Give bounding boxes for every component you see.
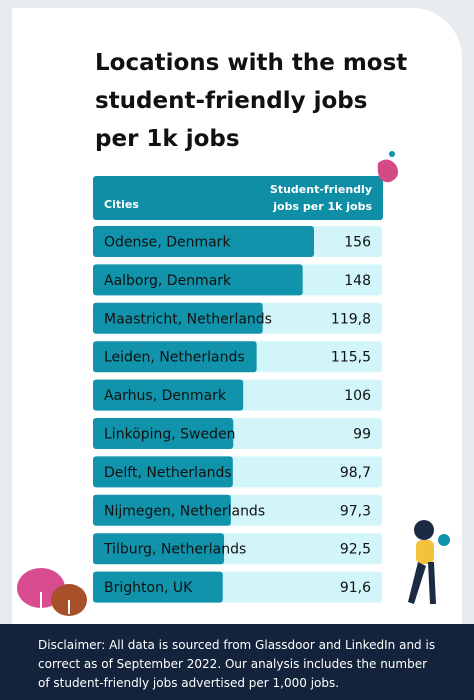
- category-label: Odense, Denmark: [104, 235, 231, 251]
- value-label: 106: [344, 388, 371, 404]
- column-header: Student-friendly jobs per 1k jobs: [269, 183, 372, 213]
- value-label: 148: [344, 273, 371, 289]
- bar: [93, 418, 234, 449]
- bar: [93, 456, 233, 488]
- chart-title: Locations with the most student-friendly…: [95, 50, 408, 152]
- decoration: [389, 151, 395, 157]
- bar: [93, 379, 244, 411]
- footer: [0, 624, 474, 700]
- bar: [93, 571, 223, 603]
- person: [408, 520, 450, 604]
- value-label: 91,6: [340, 580, 371, 596]
- bar: [93, 494, 231, 526]
- value-label: 98,7: [340, 465, 371, 481]
- category-label: Brighton, UK: [104, 580, 193, 596]
- value-label: 99: [353, 427, 371, 443]
- value-label: 92,5: [340, 542, 371, 558]
- category-label: Linköping, Sweden: [104, 427, 236, 443]
- bar: [93, 264, 303, 296]
- decoration: [377, 159, 398, 183]
- category-label: Aalborg, Denmark: [104, 273, 232, 289]
- category-label: Leiden, Netherlands: [104, 350, 245, 366]
- bar: [93, 533, 225, 565]
- category-label: Delft, Netherlands: [104, 465, 232, 481]
- bar: [93, 226, 314, 257]
- category-label: Tilburg, Netherlands: [103, 542, 246, 558]
- value-label: 97,3: [340, 503, 371, 519]
- column-header: Cities: [104, 198, 139, 211]
- value-label: 115,5: [331, 350, 371, 366]
- category-label: Maastricht, Netherlands: [104, 311, 272, 327]
- bar: [93, 302, 263, 334]
- disclaimer: Disclaimer: All data is sourced from Gla…: [38, 638, 436, 690]
- value-label: 156: [344, 235, 371, 251]
- header-row: [93, 176, 383, 220]
- category-label: Aarhus, Denmark: [104, 388, 227, 404]
- bar: [93, 341, 257, 373]
- value-label: 119,8: [331, 311, 371, 327]
- category-label: Nijmegen, Netherlands: [104, 503, 265, 519]
